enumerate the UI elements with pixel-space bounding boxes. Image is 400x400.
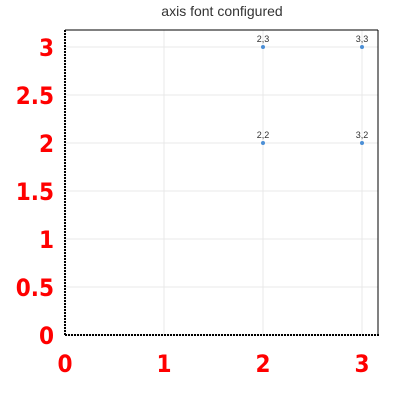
tick-labels: 0 1 2 3 0 0.5 1 1.5 2 2.5 3	[16, 34, 370, 378]
data-point	[360, 45, 364, 49]
data-label: 3,3	[356, 34, 369, 44]
x-tick-label: 0	[57, 350, 72, 378]
y-tick-label: 0.5	[16, 274, 54, 302]
y-tick-label: 1.5	[16, 178, 54, 206]
data-point	[360, 141, 364, 145]
y-tick-label: 0	[39, 322, 54, 350]
data-label: 2,2	[257, 130, 270, 140]
data-label: 3,2	[356, 130, 369, 140]
data-points	[261, 45, 364, 145]
data-point	[261, 141, 265, 145]
data-point	[261, 45, 265, 49]
x-tick-label: 2	[255, 350, 270, 378]
data-labels: 2,3 3,3 2,2 3,2	[257, 34, 369, 140]
y-tick-label: 2	[39, 130, 54, 158]
y-tick-label: 2.5	[16, 82, 54, 110]
x-tick-label: 3	[354, 350, 369, 378]
chart-title: axis font configured	[161, 3, 282, 19]
y-tick-label: 3	[39, 34, 54, 62]
axes	[64, 29, 380, 336]
data-label: 2,3	[257, 34, 270, 44]
grid	[64, 30, 378, 336]
x-tick-label: 1	[156, 350, 171, 378]
y-tick-label: 1	[39, 226, 54, 254]
